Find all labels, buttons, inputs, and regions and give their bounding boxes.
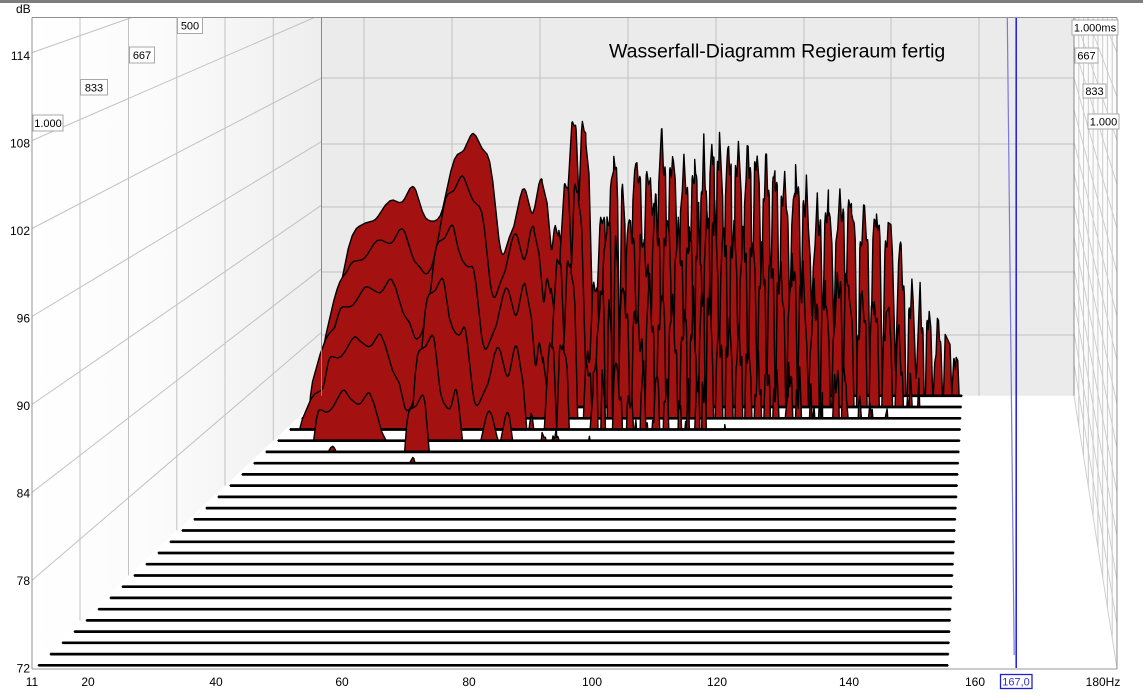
svg-text:72: 72 [17,662,31,676]
svg-text:Wasserfall-Diagramm Regieraum: Wasserfall-Diagramm Regieraum fertig [609,41,945,63]
svg-text:1.000: 1.000 [1090,117,1118,129]
svg-text:80: 80 [462,675,476,689]
svg-text:833: 833 [85,82,103,94]
svg-text:833: 833 [1085,86,1103,98]
svg-text:167,0: 167,0 [1002,677,1030,689]
svg-text:500: 500 [181,21,199,33]
svg-text:40: 40 [209,675,223,689]
svg-text:1.000: 1.000 [34,118,62,130]
svg-text:78: 78 [17,574,31,588]
svg-text:667: 667 [1077,51,1095,63]
svg-text:96: 96 [17,312,31,326]
svg-text:108: 108 [10,137,30,151]
svg-text:dB: dB [16,2,31,16]
svg-text:120: 120 [707,675,727,689]
svg-text:667: 667 [133,50,151,62]
svg-text:90: 90 [17,399,31,413]
svg-text:160: 160 [965,675,985,689]
svg-text:114: 114 [11,49,30,63]
svg-text:102: 102 [10,224,30,238]
svg-text:1.000ms: 1.000ms [1074,23,1117,35]
svg-text:100: 100 [582,675,602,689]
svg-text:140: 140 [839,675,859,689]
svg-text:11: 11 [26,675,39,689]
svg-text:60: 60 [335,675,349,689]
svg-text:180Hz: 180Hz [1086,675,1121,689]
svg-text:84: 84 [17,487,31,501]
svg-text:20: 20 [81,675,95,689]
